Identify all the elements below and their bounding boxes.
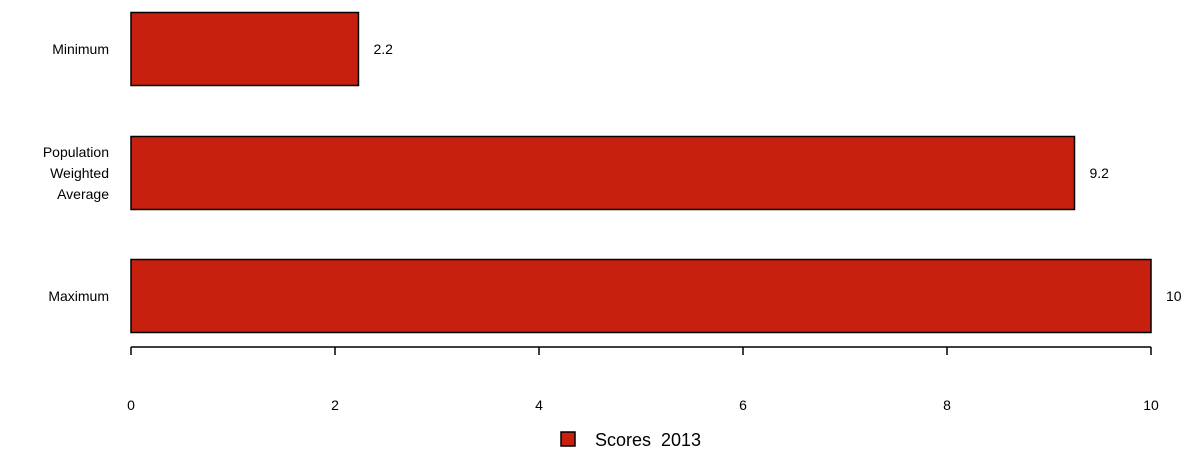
bar-2 (130, 258, 1152, 334)
category-labels: Minimum Population Weighted Average Maximum (43, 41, 109, 304)
legend: Scores 2013 (560, 430, 701, 450)
x-axis: 0 2 4 6 8 10 (127, 346, 1159, 413)
bar-0 (130, 11, 360, 87)
data-label-2: 10 (1166, 288, 1182, 304)
data-label-1: 9.2 (1090, 165, 1110, 181)
legend-swatch (560, 431, 576, 447)
bar-1 (130, 135, 1076, 211)
category-label-line: Maximum (48, 288, 109, 304)
category-label-line: Minimum (52, 41, 109, 57)
category-label-1: Population Weighted Average (43, 144, 109, 202)
legend-label: Scores 2013 (595, 430, 701, 450)
x-tick-label-3: 6 (739, 397, 747, 413)
x-tick-label-4: 8 (943, 397, 951, 413)
category-label-line: Average (57, 186, 109, 202)
category-label-0: Minimum (52, 41, 109, 57)
bars-group (130, 11, 1152, 334)
category-label-line: Weighted (50, 165, 109, 181)
x-tick-label-1: 2 (331, 397, 339, 413)
category-label-2: Maximum (48, 288, 109, 304)
x-tick-label-2: 4 (535, 397, 543, 413)
value-labels: 2.2 9.2 10 (373, 41, 1181, 304)
x-tick-label-5: 10 (1143, 397, 1159, 413)
data-label-0: 2.2 (373, 41, 393, 57)
x-tick-label-0: 0 (127, 397, 135, 413)
category-label-line: Population (43, 144, 109, 160)
